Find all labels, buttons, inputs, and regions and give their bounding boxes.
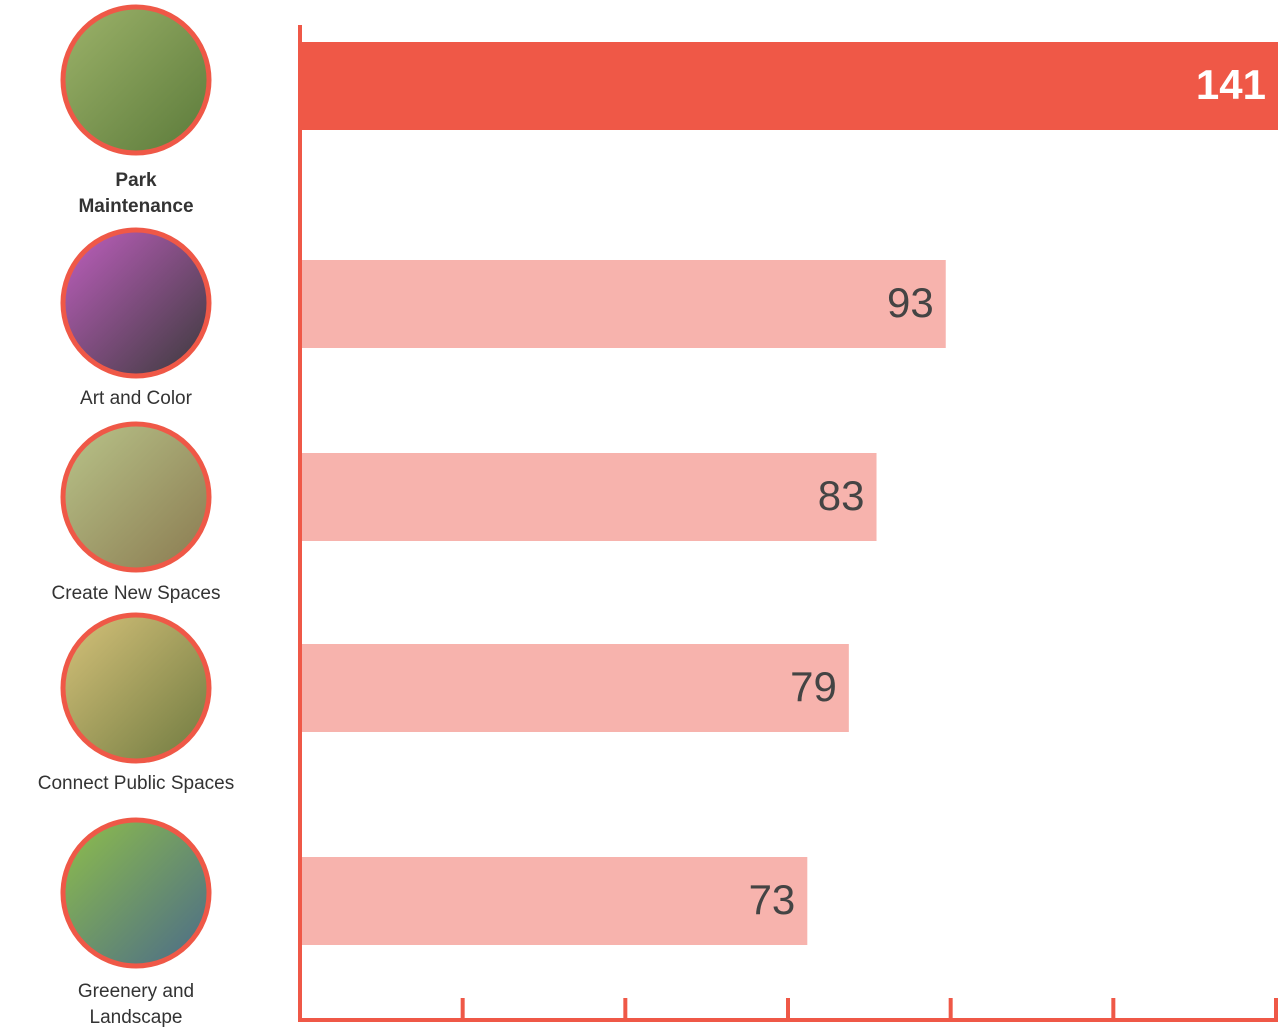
value-label: 93 — [887, 279, 934, 326]
category-label: Art and Color — [36, 386, 236, 412]
category-photo — [63, 615, 209, 761]
bar — [302, 644, 849, 732]
category-label: Park Maintenance — [71, 168, 201, 220]
value-label: 73 — [749, 876, 796, 923]
category-photo — [63, 424, 209, 570]
page: 14193837973 (() => { const data = JSON.p… — [0, 0, 1278, 1023]
bar — [302, 42, 1278, 130]
category-icon — [63, 424, 209, 570]
category-label: Create New Spaces — [36, 581, 236, 607]
chart: 141 93 83 79 73 — [0, 0, 1278, 1023]
category-photo — [63, 820, 209, 966]
category-icon — [63, 230, 209, 376]
bar — [302, 260, 946, 348]
category-icon — [63, 7, 209, 153]
bar — [302, 857, 807, 945]
category-icon — [63, 820, 209, 966]
category-photo — [63, 230, 209, 376]
value-label: 83 — [818, 472, 865, 519]
category-label: Greenery and Landscape — [36, 979, 236, 1031]
category-icon — [63, 615, 209, 761]
category-label: Connect Public Spaces — [36, 771, 236, 797]
bar — [302, 453, 877, 541]
value-label: 141 — [1196, 61, 1266, 108]
value-label: 79 — [790, 663, 837, 710]
category-photo — [63, 7, 209, 153]
